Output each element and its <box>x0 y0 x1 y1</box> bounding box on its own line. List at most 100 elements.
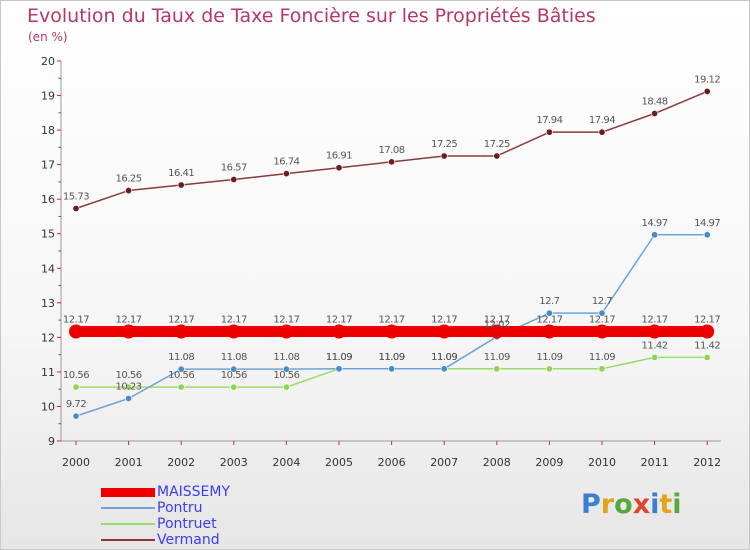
logo-letter: i <box>650 489 660 520</box>
proxiti-logo: Proxiti <box>581 489 682 520</box>
data-point-pontru <box>72 412 80 420</box>
y-tick-label: 20 <box>41 55 55 68</box>
data-point-pontru <box>703 231 711 239</box>
data-label-vermand: 16.74 <box>273 157 299 168</box>
y-tick-label: 19 <box>41 90 55 103</box>
data-label-vermand: 16.41 <box>168 168 194 179</box>
legend-item-pontruet: Pontruet <box>101 516 230 532</box>
legend-item-pontru: Pontru <box>101 500 230 516</box>
logo-letter: r <box>600 489 615 520</box>
data-point-pontru <box>545 309 553 317</box>
data-label-maissemy: 12.17 <box>694 314 720 325</box>
legend-swatch <box>101 507 155 509</box>
data-label-maissemy: 12.17 <box>536 314 562 325</box>
data-label-maissemy: 12.17 <box>589 314 615 325</box>
data-label-pontru: 11.08 <box>221 352 247 363</box>
data-point-vermand <box>493 152 501 160</box>
x-tick-label: 2001 <box>115 456 143 469</box>
x-tick-label: 2004 <box>272 456 300 469</box>
y-tick-label: 11 <box>41 366 55 379</box>
x-tick-label: 2007 <box>430 456 458 469</box>
data-point-vermand <box>72 205 80 213</box>
data-point-pontruet <box>177 383 185 391</box>
data-label-pontruet: 10.56 <box>168 370 194 381</box>
data-label-pontru: 10.23 <box>116 382 142 393</box>
data-label-pontru: 12.7 <box>592 296 612 307</box>
data-label-pontru: 11.08 <box>273 352 299 363</box>
data-label-maissemy: 12.17 <box>326 314 352 325</box>
data-label-vermand: 16.91 <box>326 151 352 162</box>
data-label-maissemy: 12.17 <box>431 314 457 325</box>
data-label-vermand: 18.48 <box>642 97 668 108</box>
data-label-pontruet: 11.42 <box>642 340 668 351</box>
logo-letter: t <box>659 489 673 520</box>
data-point-pontru <box>651 231 659 239</box>
data-label-maissemy: 12.17 <box>642 314 668 325</box>
data-point-pontru <box>282 365 290 373</box>
data-point-vermand <box>230 175 238 183</box>
legend-label: Vermand <box>157 532 220 548</box>
data-point-pontru <box>125 395 133 403</box>
legend-item-maissemy: MAISSEMY <box>101 484 230 500</box>
data-label-vermand: 15.73 <box>63 192 89 203</box>
data-label-pontruet: 11.09 <box>326 352 352 363</box>
chart-title: Evolution du Taux de Taxe Foncière sur l… <box>27 5 596 27</box>
data-label-maissemy: 12.17 <box>379 314 405 325</box>
data-label-pontru: 11.09 <box>431 352 457 363</box>
data-label-pontru: 9.72 <box>66 399 86 410</box>
y-tick-label: 10 <box>41 400 55 413</box>
x-tick-label: 2009 <box>535 456 563 469</box>
data-label-pontruet: 10.56 <box>273 370 299 381</box>
data-point-vermand <box>545 128 553 136</box>
data-point-maissemy <box>384 324 399 339</box>
data-point-maissemy <box>69 324 83 339</box>
legend-swatch <box>101 523 155 525</box>
x-tick-label: 2000 <box>62 456 90 469</box>
x-tick-label: 2005 <box>325 456 353 469</box>
data-point-vermand <box>440 152 448 160</box>
legend-swatch <box>101 539 155 541</box>
data-label-maissemy: 12.17 <box>63 314 89 325</box>
data-point-maissemy <box>647 324 662 339</box>
data-point-maissemy <box>542 324 557 339</box>
data-point-pontruet <box>545 365 553 373</box>
legend-item-vermand: Vermand <box>101 532 230 548</box>
data-point-pontruet <box>703 353 711 361</box>
data-point-pontruet <box>125 383 133 391</box>
data-label-vermand: 17.94 <box>536 115 562 126</box>
data-label-pontru: 12.02 <box>484 320 510 331</box>
data-point-pontru <box>388 365 396 373</box>
data-label-pontru: 14.97 <box>642 218 668 229</box>
data-label-pontruet: 11.09 <box>379 352 405 363</box>
data-point-pontruet <box>282 383 290 391</box>
data-label-vermand: 17.25 <box>431 139 457 150</box>
data-point-pontruet <box>72 383 80 391</box>
data-point-maissemy <box>332 324 346 339</box>
y-tick-label: 13 <box>41 297 55 310</box>
legend-label: Pontruet <box>157 516 217 532</box>
data-point-vermand <box>651 110 659 118</box>
x-tick-label: 2002 <box>167 456 195 469</box>
data-label-pontru: 11.09 <box>379 352 405 363</box>
y-tick-label: 15 <box>41 228 55 241</box>
x-tick-label: 2008 <box>483 456 511 469</box>
data-label-pontruet: 10.56 <box>116 370 142 381</box>
x-tick-label: 2012 <box>693 456 721 469</box>
data-label-maissemy: 12.17 <box>484 314 510 325</box>
legend-label: MAISSEMY <box>157 484 231 500</box>
x-tick-label: 2003 <box>220 456 248 469</box>
data-point-maissemy <box>700 324 715 339</box>
data-point-maissemy <box>437 324 452 339</box>
data-label-pontruet: 11.42 <box>694 340 720 351</box>
data-label-pontruet: 11.09 <box>536 352 562 363</box>
data-label-pontru: 11.09 <box>326 352 352 363</box>
data-label-vermand: 16.25 <box>116 174 142 185</box>
data-label-pontruet: 11.09 <box>484 352 510 363</box>
data-point-maissemy <box>489 324 504 339</box>
data-label-pontru: 14.97 <box>694 218 720 229</box>
data-point-pontruet <box>230 383 238 391</box>
data-point-pontru <box>335 365 343 373</box>
data-label-vermand: 16.57 <box>221 162 247 173</box>
data-label-vermand: 19.12 <box>694 74 720 85</box>
